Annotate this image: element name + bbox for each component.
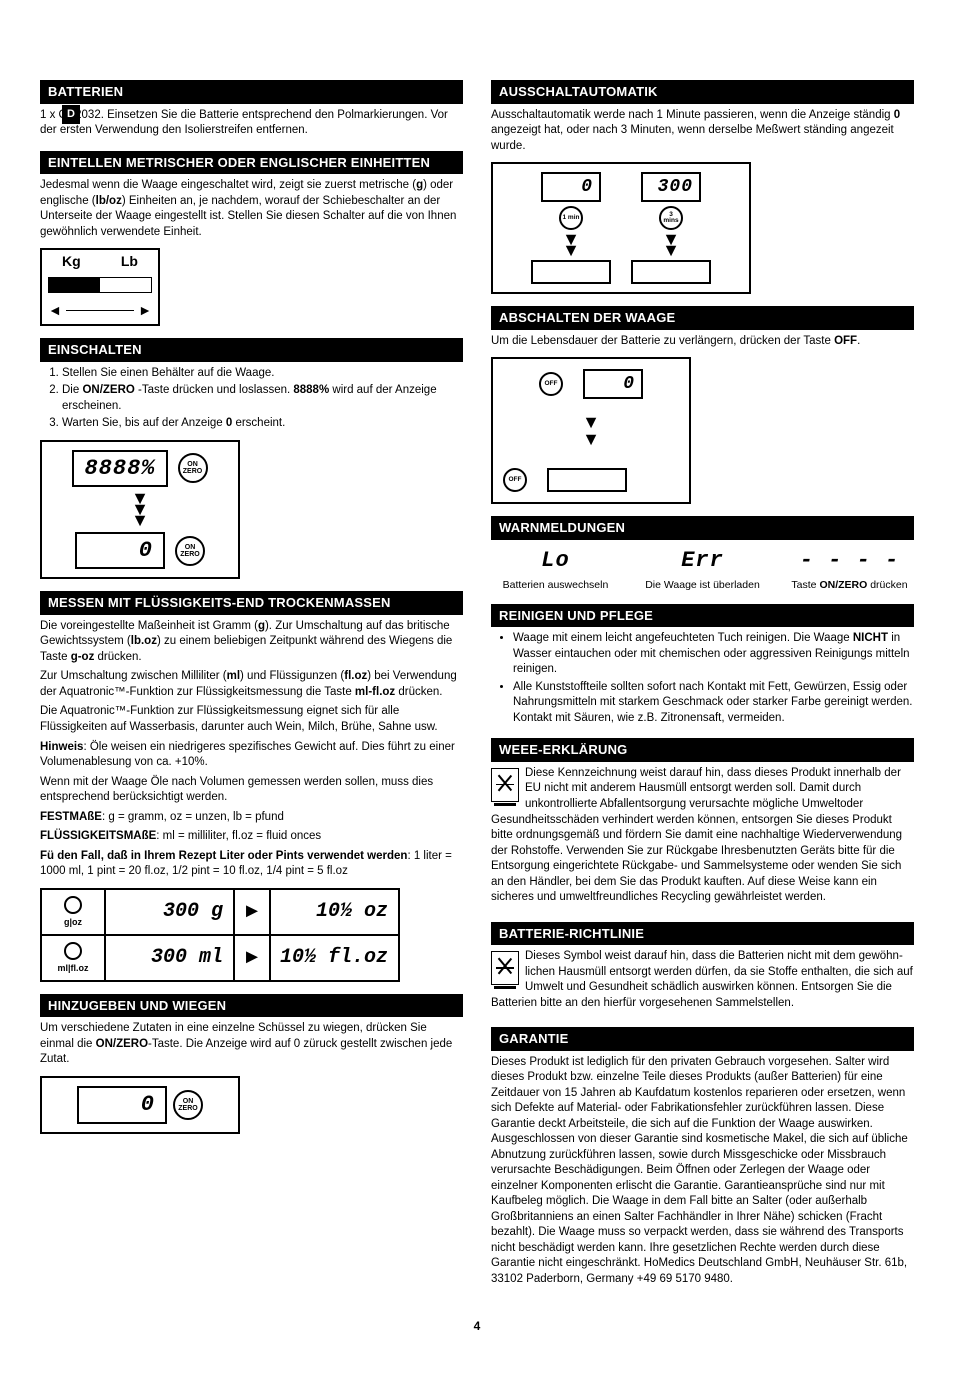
lcd-zero: 0 — [75, 532, 165, 570]
warn-err-display: Err — [638, 546, 767, 576]
warn-row: Lo Batterien auswechseln Err Die Waage i… — [491, 546, 914, 592]
heading-abschalten: ABSCHALTEN DER WAAGE — [491, 306, 914, 330]
messen-p6: FESTMAßE: g = gramm, oz = unzen, lb = pf… — [40, 810, 463, 826]
display-300g: 300 g — [106, 890, 235, 934]
einstellen-text: Jedesmal wenn die Waage eingeschaltet wi… — [40, 178, 463, 240]
garantie-text: Dieses Produkt ist lediglich für den pri… — [491, 1055, 914, 1288]
weee-text: Diese Kennzeichnung weist darauf hin, da… — [491, 766, 914, 906]
page-language-marker: D — [62, 105, 80, 124]
on-zero-button-icon: ON ZERO — [178, 453, 208, 483]
abschalten-text: Um die Lebensdauer der Batterie zu verlä… — [491, 334, 914, 350]
messen-p7: FLÜSSIGKEITSMAßE: ml = milliliter, fl.oz… — [40, 829, 463, 845]
heading-reinigen: REINIGEN UND PFLEGE — [491, 604, 914, 628]
heading-hinzugeben: HINZUGEBEN UND WIEGEN — [40, 994, 463, 1018]
reinigen-list: Waage mit einem leicht angefeuchteten Tu… — [491, 631, 914, 726]
timer-1min-icon: 1 min — [559, 206, 583, 230]
off-figure: OFF 0 ▼▼ OFF — [491, 357, 691, 504]
lcd-zero: 0 — [77, 1086, 167, 1124]
arrow-down-icon: ▼▼▼ — [131, 493, 149, 525]
off-button-icon: OFF — [503, 468, 527, 492]
lcd-blank — [531, 260, 611, 284]
display-10oz: 10½ oz — [271, 890, 398, 934]
arrow-right-icon: ► — [235, 890, 271, 934]
batt-text: Dieses Symbol weist darauf hin, dass die… — [491, 949, 914, 1011]
arrow-right-icon: ► — [235, 936, 271, 980]
unit-switch-figure: Kg Lb ◄► — [40, 248, 160, 326]
heading-ausschaltautomatik: AUSSCHALTAUTOMATIK — [491, 80, 914, 104]
left-column: BATTERIEN 1 x CR2032. Einsetzen Sie die … — [40, 80, 463, 1292]
weee-bin-icon — [491, 768, 519, 802]
lcd-300: 300 — [641, 172, 701, 202]
messen-p1: Die voreingestellte Maßeinheit ist Gramm… — [40, 619, 463, 666]
switch-label-kg: Kg — [62, 252, 81, 271]
off-button-icon: OFF — [539, 372, 563, 396]
arrow-down-icon: ▼▼ — [562, 234, 580, 256]
step-2: Die ON/ZERO -Taste drücken und loslassen… — [62, 383, 463, 414]
page-columns: BATTERIEN 1 x CR2032. Einsetzen Sie die … — [40, 80, 914, 1292]
messen-p8: Fü den Fall, daß in Ihrem Rezept Liter o… — [40, 849, 463, 880]
reinigen-item: Waage mit einem leicht angefeuchteten Tu… — [513, 631, 914, 678]
messen-p5: Wenn mit der Waage Öle nach Volumen geme… — [40, 775, 463, 806]
on-zero-button-icon: ON ZERO — [175, 536, 205, 566]
messen-p4: Hinweis: Öle weisen ein niedrigeres spez… — [40, 740, 463, 771]
arrow-down-icon: ▼▼ — [503, 417, 679, 450]
reinigen-item: Alle Kunststoffteile sollten sofort nach… — [513, 680, 914, 727]
step-3: Warten Sie, bis auf der Anzeige 0 ersche… — [62, 416, 463, 432]
warn-lo-display: Lo — [491, 546, 620, 576]
battery-bin-icon — [491, 951, 519, 985]
goz-button-icon: g|oz — [42, 890, 106, 934]
lcd-8888: 8888% — [72, 450, 167, 488]
warn-dash-label: Taste ON/ZERO drücken — [785, 578, 914, 592]
page-number: 4 — [40, 1318, 914, 1334]
batterien-text: 1 x CR2032. Einsetzen Sie die Batterie e… — [40, 108, 463, 139]
messen-p3: Die Aquatronic™-Funktion zur Flüssigkeit… — [40, 704, 463, 735]
mlfloz-button-icon: ml|fl.oz — [42, 936, 106, 980]
heading-batterien: BATTERIEN — [40, 80, 463, 104]
display-300ml: 300 ml — [106, 936, 235, 980]
lcd-blank — [631, 260, 711, 284]
warn-lo-label: Batterien auswechseln — [491, 578, 620, 592]
heading-garantie: GARANTIE — [491, 1027, 914, 1051]
lcd-zero: 0 — [541, 172, 601, 202]
heading-warnmeldungen: WARNMELDUNGEN — [491, 516, 914, 540]
step-1: Stellen Sie einen Behälter auf die Waage… — [62, 366, 463, 382]
hinzu-text: Um verschiedene Zutaten in eine einzelne… — [40, 1021, 463, 1068]
auto-text: Ausschaltautomatik werde nach 1 Minute p… — [491, 108, 914, 155]
einschalten-steps: Stellen Sie einen Behälter auf die Waage… — [40, 366, 463, 432]
auto-off-figure: 0 1 min ▼▼ 300 3 mins ▼▼ — [491, 162, 751, 294]
heading-messen: MESSEN MIT FLÜSSIGKEITS-END TROCKENMASSE… — [40, 591, 463, 615]
display-10floz: 10½ fl.oz — [271, 936, 398, 980]
heading-einschalten: EINSCHALTEN — [40, 338, 463, 362]
heading-weee: WEEE-ERKLÄRUNG — [491, 738, 914, 762]
lcd-zero: 0 — [583, 369, 643, 399]
hinzu-figure: 0 ON ZERO — [40, 1076, 240, 1134]
unit-conversion-figure: g|oz 300 g ► 10½ oz ml|fl.oz 300 ml ► 10… — [40, 888, 400, 982]
right-column: AUSSCHALTAUTOMATIK Ausschaltautomatik we… — [491, 80, 914, 1292]
lcd-blank — [547, 468, 627, 492]
switch-label-lb: Lb — [121, 252, 138, 271]
messen-p2: Zur Umschaltung zwischen Milliliter (ml)… — [40, 669, 463, 700]
heading-batterie-richtlinie: BATTERIE-RICHTLINIE — [491, 922, 914, 946]
on-zero-button-icon: ON ZERO — [173, 1090, 203, 1120]
warn-dash-display: - - - - — [785, 546, 914, 576]
warn-err-label: Die Waage ist überladen — [638, 578, 767, 592]
heading-einstellen: EINTELLEN METRISCHER ODER ENGLISCHER EIN… — [40, 151, 463, 175]
einschalten-figure: 8888% ON ZERO ▼▼▼ 0 ON ZERO — [40, 440, 240, 580]
timer-3min-icon: 3 mins — [659, 206, 683, 230]
arrow-down-icon: ▼▼ — [662, 234, 680, 256]
